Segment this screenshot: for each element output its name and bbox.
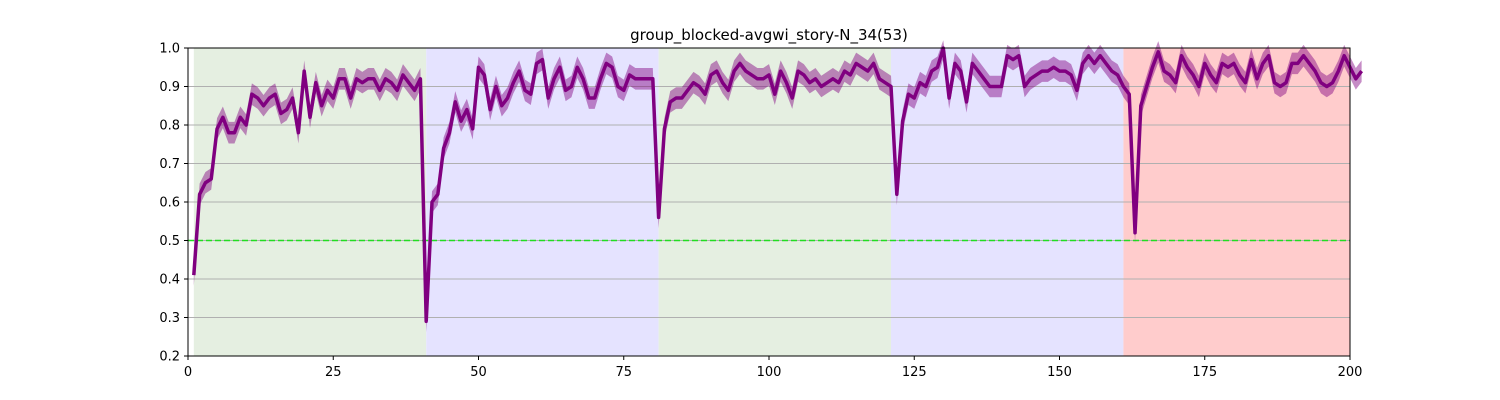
y-tick-label: 0.7 bbox=[159, 157, 180, 172]
series-line bbox=[192, 46, 1364, 324]
x-tick-label: 50 bbox=[470, 365, 487, 380]
y-tick-label: 0.6 bbox=[159, 196, 180, 211]
x-tick-label: 150 bbox=[1047, 365, 1072, 380]
x-tick-label: 0 bbox=[184, 365, 192, 380]
y-tick-label: 0.4 bbox=[159, 273, 180, 288]
series-layer bbox=[192, 40, 1364, 333]
x-tick-label: 125 bbox=[902, 365, 927, 380]
y-tick-label: 1.0 bbox=[159, 42, 180, 57]
x-tick-label: 175 bbox=[1192, 365, 1217, 380]
x-tick-label: 75 bbox=[615, 365, 632, 380]
y-tick-label: 0.9 bbox=[159, 80, 180, 95]
y-tick-label: 0.8 bbox=[159, 119, 180, 134]
x-tick-label: 25 bbox=[325, 365, 342, 380]
y-tick-label: 0.5 bbox=[159, 234, 180, 249]
chart-title: group_blocked-avgwi_story-N_34(53) bbox=[630, 26, 908, 45]
y-tick-label: 0.3 bbox=[159, 311, 180, 326]
y-tick-label: 0.2 bbox=[159, 350, 180, 365]
x-tick-label: 200 bbox=[1338, 365, 1363, 380]
x-tick-label: 100 bbox=[757, 365, 782, 380]
axis-ticks: 0 25 50 75 100 125 150 175 200 0.2 0.3 0.4 0.5 0.6 0.7… bbox=[159, 42, 1362, 381]
